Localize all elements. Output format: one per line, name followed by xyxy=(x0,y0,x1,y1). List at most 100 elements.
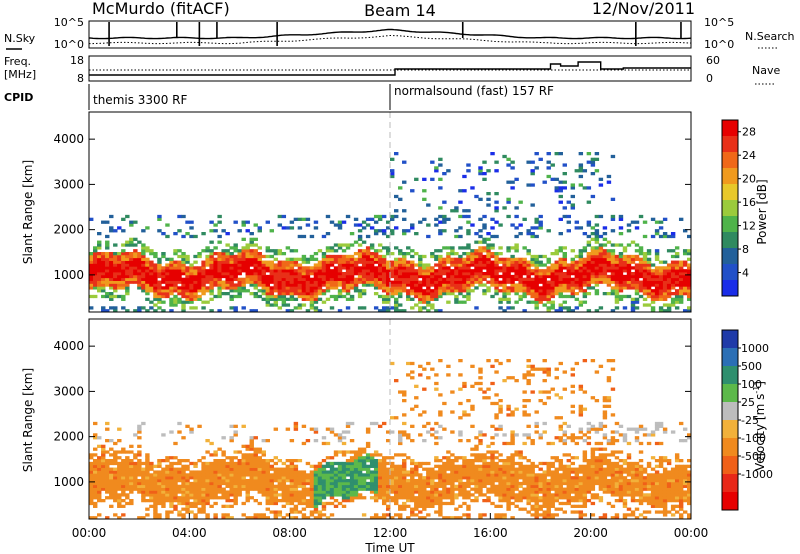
velocity-cell xyxy=(538,367,543,371)
velocity-cell xyxy=(305,490,311,494)
power-cell xyxy=(622,274,628,279)
power-cell xyxy=(530,254,535,259)
power-cell xyxy=(89,263,94,267)
power-cell xyxy=(269,292,275,296)
power-cell xyxy=(414,272,419,276)
velocity-cell xyxy=(381,470,387,474)
velocity-cell xyxy=(538,436,543,440)
power-cell xyxy=(193,289,198,293)
velocity-cell xyxy=(161,470,166,474)
power-cell xyxy=(201,306,206,310)
power-cell xyxy=(209,240,214,244)
velocity-cell xyxy=(93,516,98,519)
velocity-cell xyxy=(285,499,291,503)
velocity-cell xyxy=(530,473,535,477)
velocity-cell xyxy=(125,493,130,497)
velocity-cell xyxy=(438,464,443,468)
velocity-cell xyxy=(261,516,266,519)
power-cell xyxy=(141,289,146,293)
power-cell xyxy=(486,274,491,279)
velocity-cell xyxy=(281,484,287,488)
power-cell xyxy=(578,266,584,270)
velocity-cell xyxy=(430,479,435,483)
power-cell xyxy=(402,286,407,290)
power-cell xyxy=(562,206,567,210)
velocity-cell xyxy=(466,439,471,443)
power-cell xyxy=(426,274,431,279)
velocity-cell xyxy=(289,484,295,488)
velocity-cell xyxy=(293,427,299,431)
velocity-cell xyxy=(394,513,399,517)
power-cell xyxy=(438,309,443,312)
velocity-cell xyxy=(129,499,134,503)
velocity-cell xyxy=(490,490,495,494)
power-cell xyxy=(113,263,118,267)
velocity-cell xyxy=(193,476,198,480)
power-cell xyxy=(678,283,684,287)
power-cell xyxy=(610,286,616,290)
power-cell xyxy=(265,266,270,270)
power-cell xyxy=(373,229,379,233)
velocity-cell xyxy=(438,496,443,500)
power-cell xyxy=(618,252,624,256)
velocity-cell xyxy=(406,456,411,460)
power-cell xyxy=(546,289,551,293)
velocity-cell xyxy=(377,453,383,457)
power-cell xyxy=(177,266,182,270)
power-cell xyxy=(349,266,355,270)
power-cell xyxy=(674,260,680,264)
velocity-cell xyxy=(305,476,311,480)
power-cell xyxy=(117,263,122,267)
power-cell xyxy=(289,294,295,299)
power-cell xyxy=(574,269,580,273)
power-cell xyxy=(682,249,688,253)
power-cell xyxy=(225,260,230,264)
velocity-cell xyxy=(498,484,503,488)
power-cell xyxy=(141,283,146,287)
power-cell xyxy=(430,289,435,293)
velocity-cell xyxy=(229,487,234,491)
power-cell xyxy=(394,274,399,279)
power-cell xyxy=(434,286,439,290)
velocity-cell xyxy=(482,470,487,474)
power-cell xyxy=(357,292,363,296)
power-cell xyxy=(474,306,479,310)
velocity-cell xyxy=(153,479,158,483)
power-cell xyxy=(390,272,395,276)
power-cell xyxy=(369,257,375,261)
power-cell xyxy=(237,249,242,253)
power-cell xyxy=(381,289,387,293)
power-cell xyxy=(470,223,475,227)
power-cell xyxy=(582,169,588,173)
power-cell xyxy=(486,266,491,270)
power-cell xyxy=(426,266,431,270)
velocity-cell xyxy=(438,436,443,440)
power-cell xyxy=(373,214,379,219)
power-cell xyxy=(233,283,238,287)
velocity-cell xyxy=(265,496,270,500)
power-cell xyxy=(426,300,431,304)
velocity-cell xyxy=(526,459,531,463)
power-cell xyxy=(434,272,439,276)
power-cell xyxy=(109,269,114,273)
power-cell xyxy=(113,283,118,287)
power-cell xyxy=(157,292,162,296)
power-cell xyxy=(105,260,110,264)
power-cell xyxy=(522,260,527,264)
power-cell xyxy=(678,269,684,273)
power-cell xyxy=(289,274,295,279)
power-cell xyxy=(349,294,355,299)
power-cell xyxy=(438,260,443,264)
velocity-cell xyxy=(225,484,230,488)
power-cell xyxy=(634,254,640,259)
velocity-cell xyxy=(161,490,166,494)
power-cell xyxy=(654,220,660,224)
power-cell xyxy=(426,292,431,296)
power-cell xyxy=(373,283,379,287)
velocity-cell xyxy=(233,499,238,503)
power-cell xyxy=(426,280,431,284)
velocity-cell xyxy=(390,470,395,474)
velocity-cell xyxy=(466,484,471,488)
power-cell xyxy=(534,280,539,284)
power-cell xyxy=(414,263,419,267)
